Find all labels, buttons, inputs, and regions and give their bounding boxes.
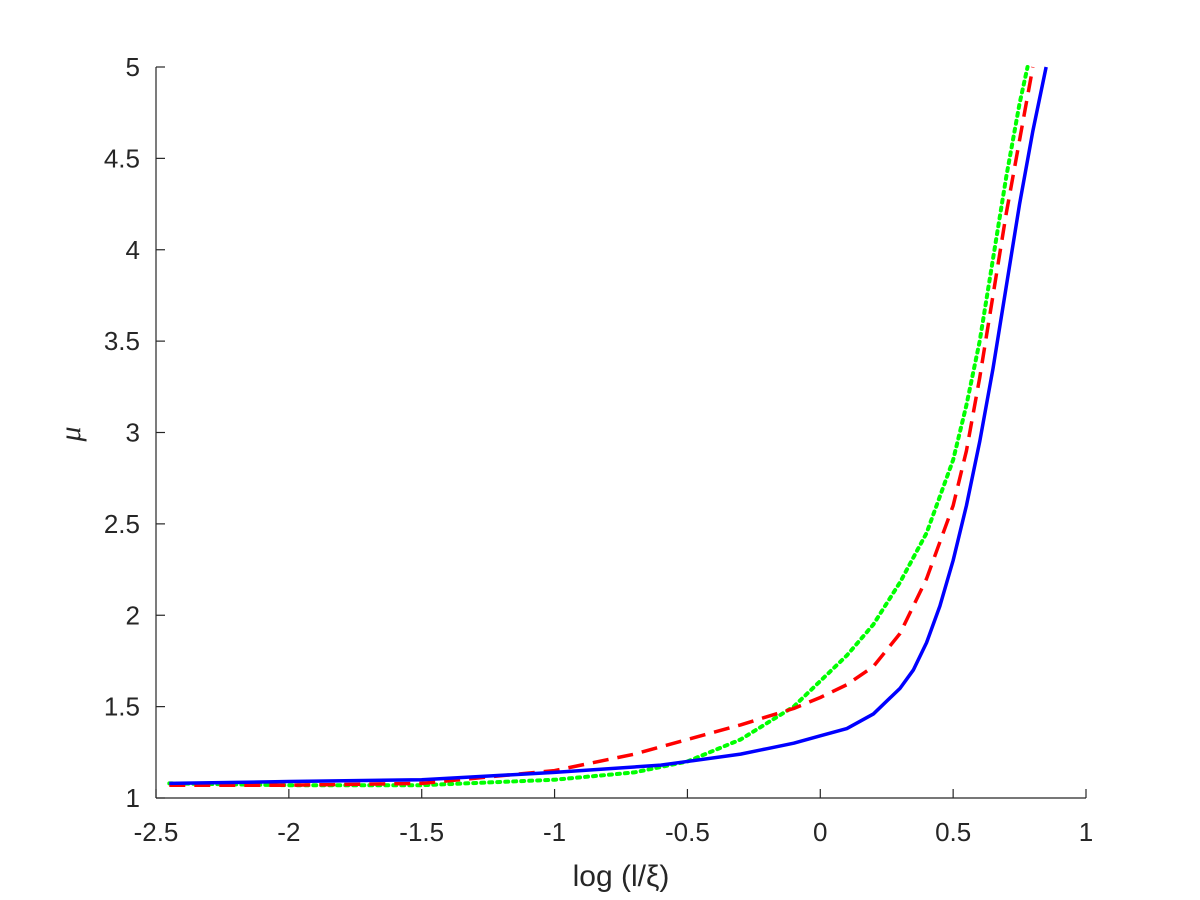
y-tick-label: 5 [126,52,140,82]
series-line-dotted [167,65,1030,788]
y-tick-label: 2 [126,600,140,630]
y-tick-label: 4.5 [104,143,140,173]
y-tick-label: 4 [126,235,140,265]
y-tick-label: 2.5 [104,509,140,539]
x-tick-label: 0.5 [935,817,971,847]
x-tick-label: 1 [1079,817,1093,847]
y-tick-label: 1 [126,783,140,813]
x-tick-label: -1 [543,817,566,847]
y-axis-label: μ [54,426,87,442]
y-tick-label: 1.5 [104,692,140,722]
y-tick-label: 3 [126,418,140,448]
x-tick-label: 0 [813,817,827,847]
x-ticks: -2.5 -2 -1.5 -1 -0.5 0 0.5 1 [134,789,1093,847]
x-tick-label: -2 [277,817,300,847]
axes [155,67,1086,799]
y-tick-label: 3.5 [104,326,140,356]
series-layer [167,65,1048,788]
y-ticks: 1 1.5 2 2.5 3 3.5 4 4.5 5 [104,52,165,813]
x-tick-label: -2.5 [134,817,179,847]
x-tick-label: -1.5 [399,817,444,847]
x-axis-label: log (l/ξ) [573,860,670,893]
series-line-dashed [169,66,1035,787]
x-tick-label: -0.5 [665,817,710,847]
series-line-solid [169,66,1048,786]
